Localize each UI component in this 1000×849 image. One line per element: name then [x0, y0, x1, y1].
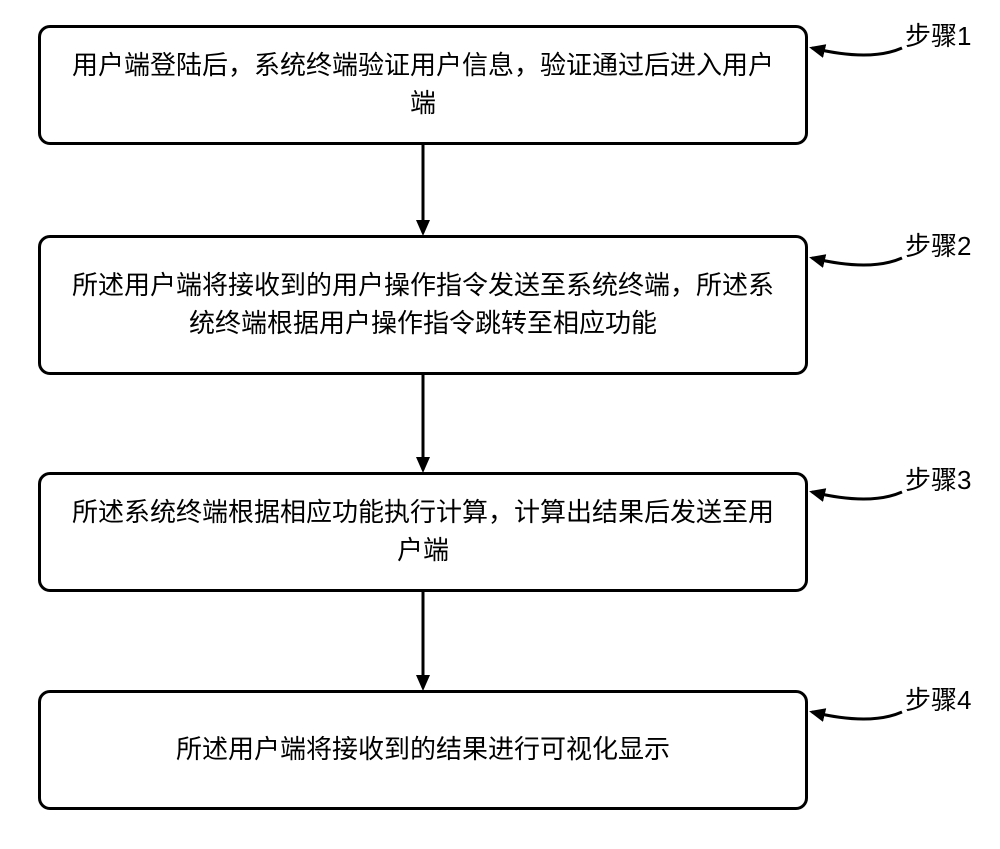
flow-node-text: 所述用户端将接收到的结果进行可视化显示 — [176, 731, 670, 769]
flow-node-2: 所述用户端将接收到的用户操作指令发送至系统终端，所述系统终端根据用户操作指令跳转… — [38, 235, 808, 375]
step-label-4: 步骤4 — [905, 680, 971, 717]
flow-node-text: 所述系统终端根据相应功能执行计算，计算出结果后发送至用户端 — [61, 494, 785, 569]
label-arrow-4 — [812, 712, 902, 719]
flow-node-4: 所述用户端将接收到的结果进行可视化显示 — [38, 690, 808, 810]
label-arrow-3 — [812, 492, 902, 499]
flow-node-3: 所述系统终端根据相应功能执行计算，计算出结果后发送至用户端 — [38, 472, 808, 592]
step-label-2: 步骤2 — [905, 226, 971, 263]
flow-node-text: 用户端登陆后，系统终端验证用户信息，验证通过后进入用户端 — [61, 47, 785, 122]
label-arrow-1 — [812, 48, 902, 55]
flowchart-canvas: 用户端登陆后，系统终端验证用户信息，验证通过后进入用户端所述用户端将接收到的用户… — [0, 0, 1000, 849]
step-label-3: 步骤3 — [905, 460, 971, 497]
flow-node-text: 所述用户端将接收到的用户操作指令发送至系统终端，所述系统终端根据用户操作指令跳转… — [61, 267, 785, 342]
step-label-1: 步骤1 — [905, 16, 971, 53]
flow-node-1: 用户端登陆后，系统终端验证用户信息，验证通过后进入用户端 — [38, 25, 808, 145]
label-arrow-2 — [812, 258, 902, 265]
